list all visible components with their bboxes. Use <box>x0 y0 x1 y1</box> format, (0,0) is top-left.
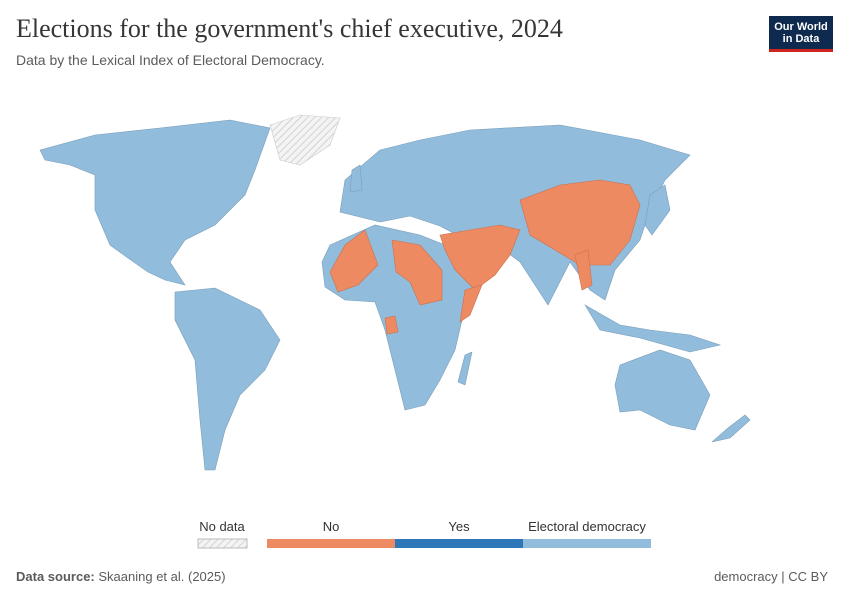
legend: No data No Yes Electoral democracy <box>197 519 651 549</box>
myanmar[interactable] <box>574 249 593 291</box>
new-zealand[interactable] <box>711 414 751 443</box>
source: Data source: Skaaning et al. (2025) <box>16 569 226 584</box>
legend-label: No <box>323 519 340 534</box>
legend-swatch <box>197 538 248 549</box>
middle-east[interactable] <box>439 224 521 291</box>
logo-line: Our World <box>774 21 828 33</box>
source-label: Data source: <box>16 569 95 584</box>
legend-swatch <box>267 539 395 548</box>
legend-label: Yes <box>448 519 470 534</box>
logo-line: in Data <box>782 33 820 45</box>
landmasses <box>39 114 751 471</box>
legend-label: No data <box>199 519 245 534</box>
legend-swatch <box>523 539 651 548</box>
north-africa-east[interactable] <box>391 239 443 306</box>
uk[interactable] <box>349 164 363 193</box>
legend-swatch <box>395 539 523 548</box>
logo[interactable]: Our World in Data <box>769 16 833 52</box>
north-africa-west[interactable] <box>329 229 379 293</box>
greenland[interactable] <box>269 114 341 166</box>
china[interactable] <box>519 179 641 266</box>
license[interactable]: democracy | CC BY <box>714 569 828 584</box>
indonesia[interactable] <box>584 304 722 353</box>
japan[interactable] <box>644 184 671 236</box>
north-america[interactable] <box>39 119 271 286</box>
source-text[interactable]: Skaaning et al. (2025) <box>98 569 226 584</box>
somalia[interactable] <box>459 284 483 323</box>
gabon[interactable] <box>384 315 399 335</box>
subtitle: Data by the Lexical Index of Electoral D… <box>16 52 325 68</box>
australia[interactable] <box>614 349 711 431</box>
legend-label: Electoral democracy <box>528 519 646 534</box>
south-america[interactable] <box>174 287 281 471</box>
title: Elections for the government's chief exe… <box>16 14 563 43</box>
madagascar[interactable] <box>457 351 473 386</box>
